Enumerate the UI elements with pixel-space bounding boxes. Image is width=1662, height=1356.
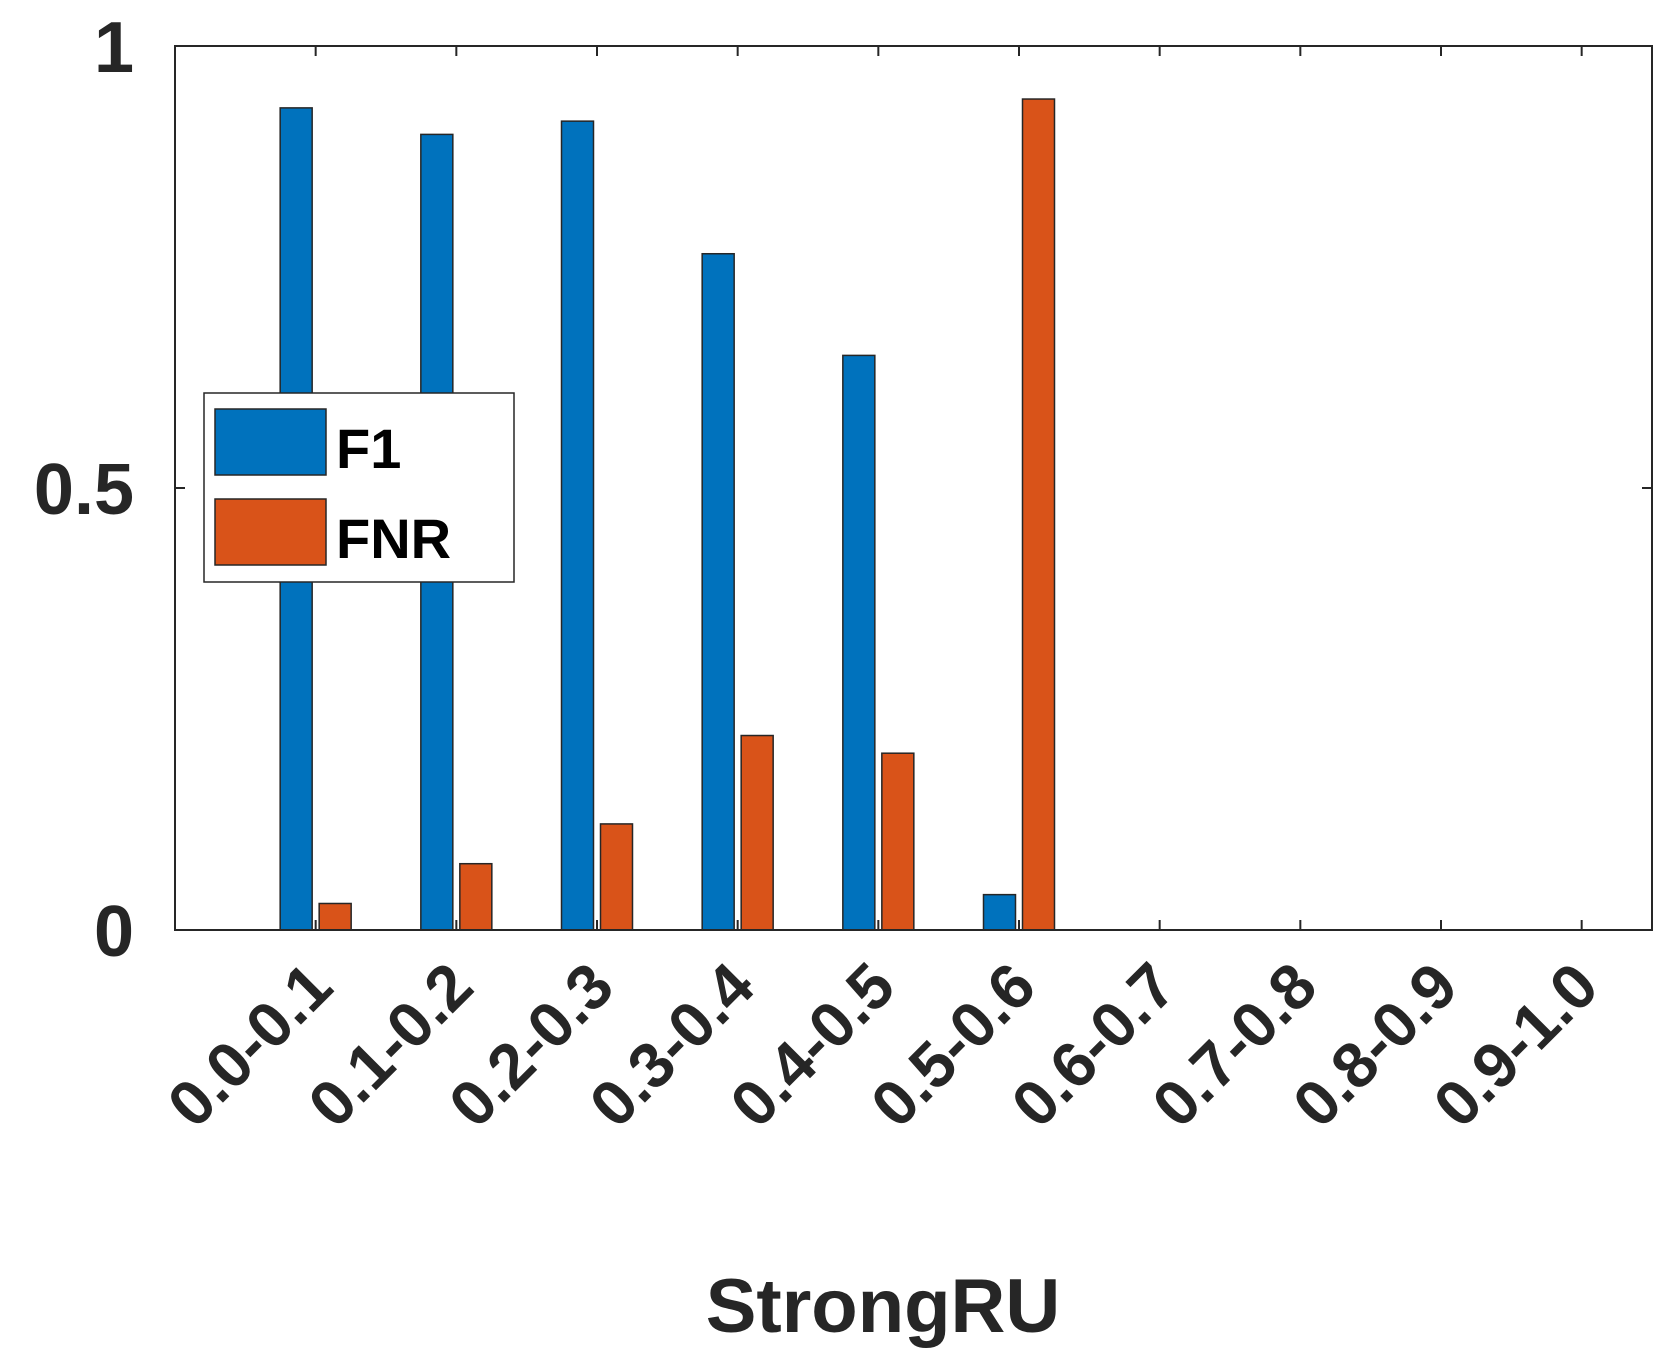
bar-f1-0.5-0.6 [982,893,1017,931]
y-tick-label: 0 [94,892,134,972]
y-tick-labels: 00.51 [34,8,134,972]
bars-group [279,98,1056,931]
x-tick-labels: 0.0-0.10.1-0.20.2-0.30.3-0.40.4-0.50.5-0… [154,949,1612,1141]
x-axis-title: StrongRU [706,1264,1061,1349]
y-tick-label: 1 [94,8,134,88]
legend-swatch-f1 [214,408,327,476]
ticks-group [175,45,1652,931]
bar-f1-0.3-0.4 [701,252,735,931]
bar-f1-0.4-0.5 [842,354,876,931]
bar-fnr-0.3-0.4 [740,734,774,931]
legend-label-fnr: FNR [336,507,451,570]
y-tick-label: 0.5 [34,450,134,530]
bar-fnr-0.2-0.3 [599,823,634,931]
bar-fnr-0.1-0.2 [459,862,493,931]
bar-fnr-0.4-0.5 [881,752,915,931]
bar-f1-0.2-0.3 [560,120,595,931]
bar-fnr-0.0-0.1 [318,902,352,931]
legend-swatch-fnr [214,498,327,566]
legend-label-f1: F1 [336,417,401,480]
bar-fnr-0.5-0.6 [1021,98,1056,931]
legend: F1 FNR [203,392,515,583]
